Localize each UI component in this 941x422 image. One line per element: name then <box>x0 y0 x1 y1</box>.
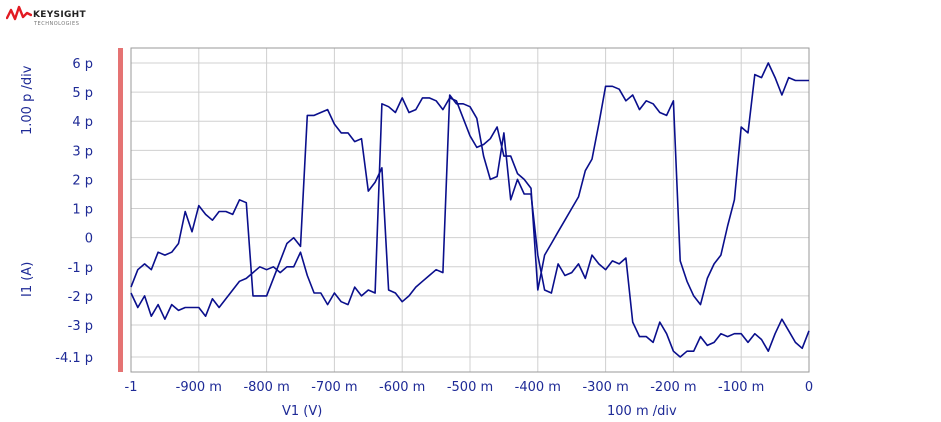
x-tick-label: -300 m <box>582 380 628 395</box>
y-tick-label: -3 p <box>68 319 93 334</box>
series-line-2 <box>130 62 809 321</box>
y-tick-labels: 6 p 5 p 4 p 3 p 2 p 1 p 0 -1 p -2 p -3 p -4.1 p <box>55 57 93 366</box>
y-tick-label: 2 p <box>72 173 93 188</box>
y-tick-label: -2 p <box>68 290 93 305</box>
y-tick-label: -1 p <box>68 261 93 276</box>
data-series <box>130 62 810 358</box>
plot-grid <box>130 48 810 372</box>
x-scale-label: 100 m /div <box>607 404 677 419</box>
x-tick-label: -500 m <box>447 380 493 395</box>
x-tick-label: -900 m <box>176 380 222 395</box>
y-axis-marker-bar <box>118 48 123 372</box>
y-tick-label: 5 p <box>72 86 93 101</box>
x-tick-label: -100 m <box>718 380 764 395</box>
x-tick-label: -1 <box>125 380 138 395</box>
x-tick-labels: -1 -900 m -800 m -700 m -600 m -500 m -400 m -3… <box>125 380 814 395</box>
x-tick-label: -200 m <box>650 380 696 395</box>
keysight-logo: KEYSIGHT TECHNOLOGIES <box>5 4 96 28</box>
x-tick-label: -600 m <box>379 380 425 395</box>
logo-subtitle: TECHNOLOGIES <box>34 21 80 27</box>
y-axis-title: I1 (A) <box>20 262 35 297</box>
y-tick-label: 6 p <box>72 57 93 72</box>
x-tick-label: -700 m <box>311 380 357 395</box>
keysight-wave-icon <box>5 5 33 21</box>
y-tick-label: 3 p <box>72 144 93 159</box>
x-tick-label: 0 <box>805 380 813 395</box>
series-line-1 <box>130 94 810 358</box>
plot-frame <box>130 47 810 373</box>
y-tick-label: 1 p <box>72 203 93 218</box>
x-tick-label: -800 m <box>243 380 289 395</box>
y-tick-label: 4 p <box>72 115 93 130</box>
x-axis-title: V1 (V) <box>282 404 322 419</box>
logo-brand: KEYSIGHT <box>33 10 86 20</box>
x-tick-label: -400 m <box>515 380 561 395</box>
y-tick-label: 0 <box>85 232 93 247</box>
y-scale-label: 1.00 p /div <box>20 65 35 135</box>
y-tick-label: -4.1 p <box>55 351 93 366</box>
